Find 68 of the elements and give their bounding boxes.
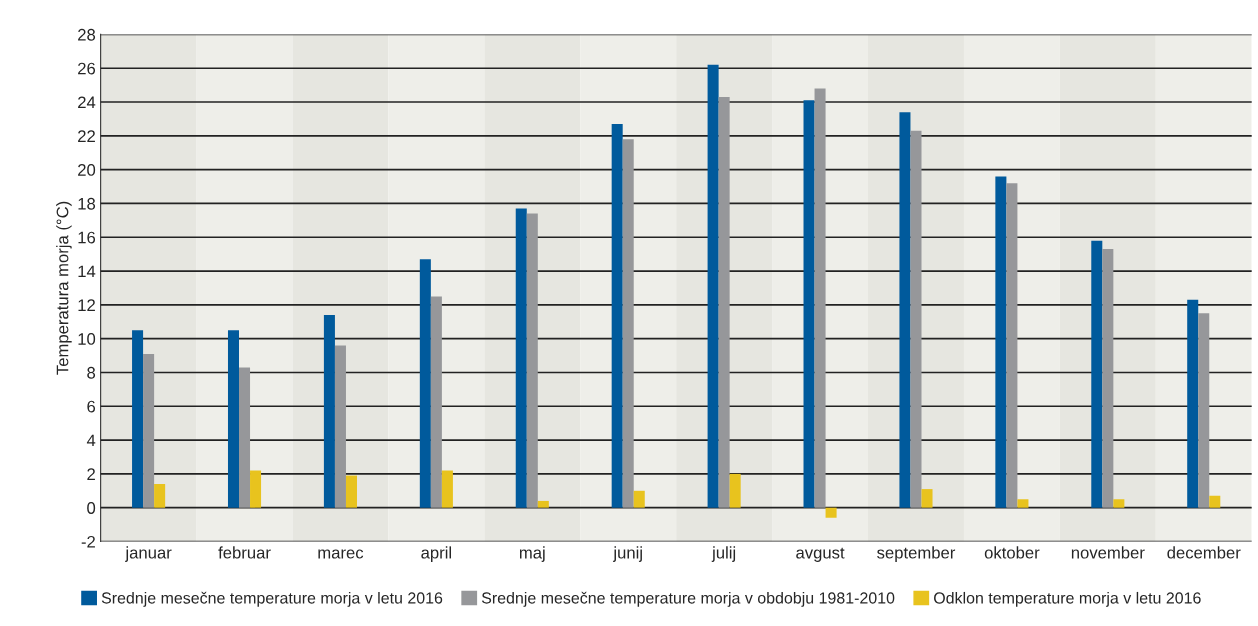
bar <box>537 500 549 508</box>
bar <box>825 507 837 518</box>
bar <box>323 315 335 508</box>
x-tick-label: november <box>1071 546 1145 559</box>
y-tick-label: 28 <box>78 28 96 41</box>
y-tick-label: 2 <box>87 468 95 480</box>
x-tick-label: junij <box>612 546 642 562</box>
y-tick-label: 20 <box>78 164 96 176</box>
bar <box>1198 313 1210 508</box>
bar <box>803 100 815 508</box>
bar <box>718 96 730 508</box>
bar <box>1187 299 1199 508</box>
y-tick-label: 22 <box>78 130 95 142</box>
bar <box>1006 183 1018 508</box>
bar <box>154 484 166 508</box>
bar <box>345 475 357 508</box>
x-tick-label: avgust <box>796 547 845 562</box>
bar <box>132 330 144 508</box>
y-tick-label: 24 <box>78 96 96 109</box>
y-tick-label: 10 <box>78 333 96 345</box>
x-tick-label: marec <box>318 549 364 559</box>
x-tick-label: september <box>877 546 956 562</box>
bar <box>515 208 527 508</box>
bar <box>1209 495 1221 508</box>
bar <box>814 88 826 508</box>
y-tick-label: 14 <box>78 265 96 278</box>
bar <box>334 345 346 508</box>
x-tick-label: oktober <box>984 546 1040 559</box>
x-tick-label: december <box>1167 546 1241 559</box>
bar <box>441 470 453 508</box>
bar <box>1091 240 1103 508</box>
bar <box>227 330 240 508</box>
x-tick-label: april <box>421 546 451 562</box>
y-tick-label: 4 <box>86 434 96 447</box>
y-tick-label: 12 <box>78 299 95 311</box>
legend-label: Srednje mesečne temperature morja v letu 2016 <box>101 591 443 607</box>
legend-label: Odklon temperature morja v letu 2016 <box>934 591 1201 607</box>
bar <box>921 489 933 508</box>
y-tick-label: -2 <box>81 535 95 548</box>
bar <box>419 259 431 508</box>
y-tick-label: 8 <box>87 366 96 379</box>
bar <box>1017 499 1029 508</box>
bar <box>899 112 911 508</box>
x-tick-label: julij <box>711 546 736 562</box>
bar <box>611 124 623 508</box>
bar <box>1113 499 1125 508</box>
y-tick-label: 0 <box>87 502 96 514</box>
y-axis-title: Temperatura morja (°C) <box>56 201 72 375</box>
x-tick-label: februar <box>218 546 271 559</box>
bar <box>729 473 741 508</box>
bar <box>143 353 155 508</box>
y-tick-label: 18 <box>78 197 96 210</box>
y-tick-label: 26 <box>78 62 96 75</box>
x-tick-label: maj <box>519 546 545 562</box>
y-tick-label: 16 <box>78 231 96 244</box>
bar <box>239 367 251 508</box>
bar <box>250 470 262 508</box>
bar <box>1102 249 1114 508</box>
bar <box>430 296 442 508</box>
x-tick-label: januar <box>125 546 172 562</box>
bar <box>622 139 634 508</box>
bar <box>707 64 719 508</box>
legend-label: Srednje mesečne temperature morja v obdobju 1981-2010 <box>481 591 895 607</box>
bar <box>526 213 538 508</box>
y-tick-label: 6 <box>87 400 96 413</box>
bar <box>633 490 645 508</box>
bar <box>910 130 922 508</box>
bar <box>995 176 1007 508</box>
